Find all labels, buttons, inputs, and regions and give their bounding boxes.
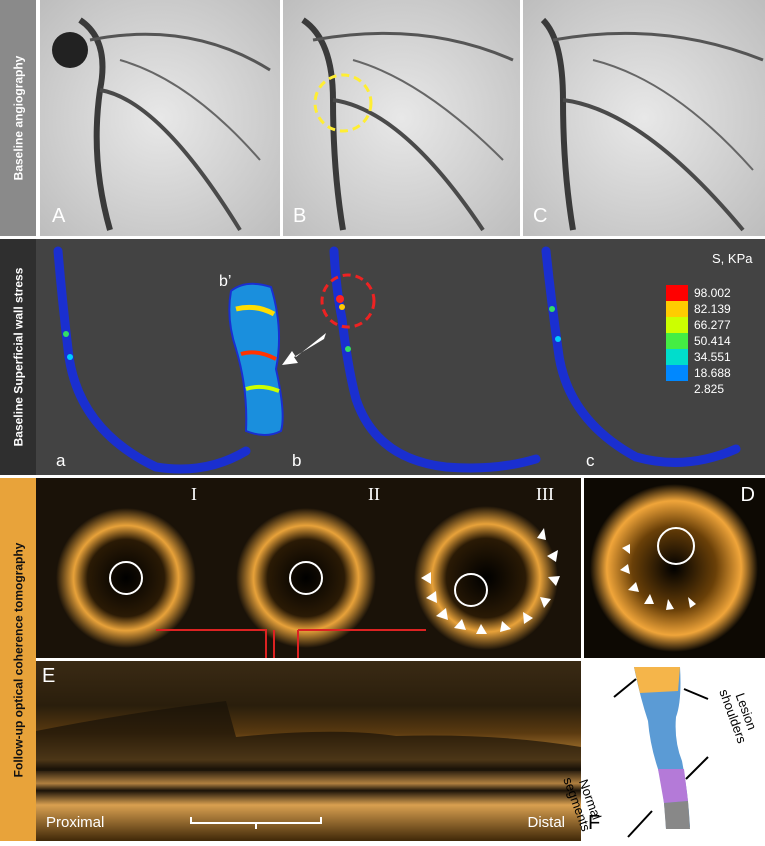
angiography-panel-c: C (523, 0, 765, 236)
stress-row-label: Baseline Superficial wall stress (0, 239, 36, 475)
stress-letter-b: b (292, 451, 302, 470)
vessel-segment-model (613, 667, 709, 838)
angiography-row-label: Baseline angiography (0, 0, 36, 236)
oct-longitudinal-art (36, 701, 581, 829)
stress-letter-a: a (56, 451, 66, 470)
stress-legend (666, 285, 688, 381)
stress-highlight-circle (320, 273, 376, 329)
model-panel-f: Normal segments Lesion shoulders F (560, 661, 765, 841)
panel-letter-a: A (52, 205, 66, 227)
lesion-highlight-circle (313, 73, 373, 133)
panel-letter-b: B (293, 205, 307, 227)
inset-label: b’ (219, 273, 232, 290)
angiography-vessels-b (301, 17, 514, 232)
vessel-inset-bprime (228, 282, 284, 436)
oct-link-lines (156, 629, 426, 673)
arrow-icon (282, 333, 326, 365)
model-arrows (613, 678, 709, 838)
vessel-model-a (53, 246, 251, 474)
arrowhead-markers-d (620, 544, 696, 610)
section-label-iii: III (536, 484, 554, 504)
lesion-bracket (190, 817, 322, 829)
panel-letter-d: D (740, 484, 755, 506)
oct-cross-section-art (56, 506, 560, 673)
panel-letter-e: E (42, 665, 56, 687)
angiography-vessels-c (540, 17, 764, 232)
oct-cross-sections: I II III (36, 478, 581, 673)
stress-letter-c: c (586, 451, 595, 470)
oct-row-label: Follow-up optical coherence tomography (0, 478, 36, 841)
legend-title: S, KPa (712, 251, 753, 266)
distal-label: Distal (527, 814, 565, 831)
section-label-ii: II (368, 484, 380, 504)
proximal-label: Proximal (46, 814, 105, 831)
panel-letter-c: C (533, 205, 548, 227)
panel-letter-f: F (588, 812, 601, 834)
angiography-panel-a: A (40, 0, 280, 236)
oct-panel-d: D (584, 478, 765, 658)
oct-panel-d-art (590, 484, 758, 652)
stress-models (53, 246, 741, 474)
stress-panel: b’ a b c S, KPa 98.002 82.139 66.277 50.… (36, 239, 765, 475)
vessel-model-b (329, 246, 541, 473)
angiography-vessels-a (52, 17, 271, 232)
arrowhead-markers-iii (421, 528, 560, 634)
angiography-panel-b: B (283, 0, 520, 236)
legend-values: 98.002 82.139 66.277 50.414 34.551 18.68… (694, 286, 731, 396)
section-label-i: I (191, 484, 197, 504)
oct-longitudinal: E Proximal Distal (36, 661, 581, 841)
